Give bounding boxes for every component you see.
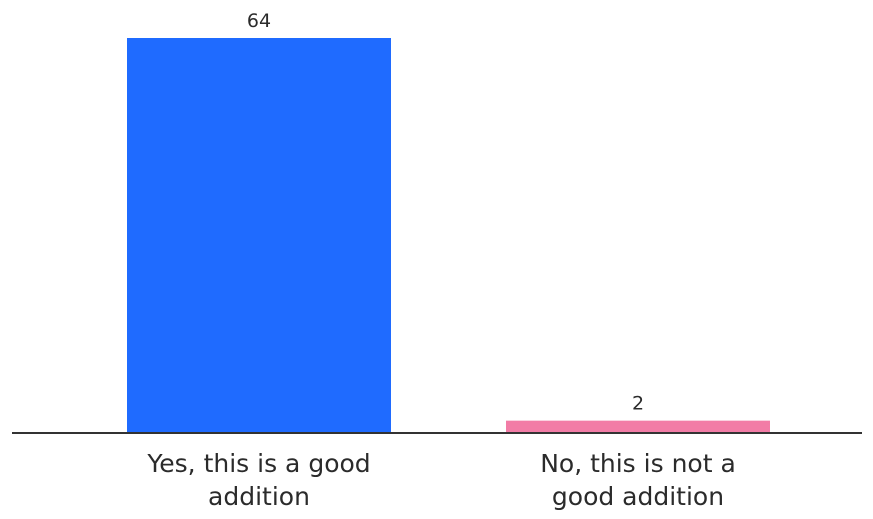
bars-layer <box>127 38 770 433</box>
category-label-2-line-2: good addition <box>552 482 724 511</box>
value-labels-layer: 64 2 <box>247 10 644 415</box>
category-label-1: Yes, this is a good addition <box>146 449 370 511</box>
category-label-1-line-2: addition <box>208 482 310 511</box>
bar-value-label-2: 2 <box>632 393 644 415</box>
category-label-1-line-1: Yes, this is a good <box>146 449 370 478</box>
category-label-2-line-1: No, this is not a <box>540 449 736 478</box>
bar-1 <box>127 38 391 433</box>
bar-2 <box>506 420 770 433</box>
category-label-2: No, this is not a good addition <box>540 449 736 511</box>
category-labels-layer: Yes, this is a good addition No, this is n… <box>146 449 735 511</box>
bar-value-label-1: 64 <box>247 10 271 32</box>
